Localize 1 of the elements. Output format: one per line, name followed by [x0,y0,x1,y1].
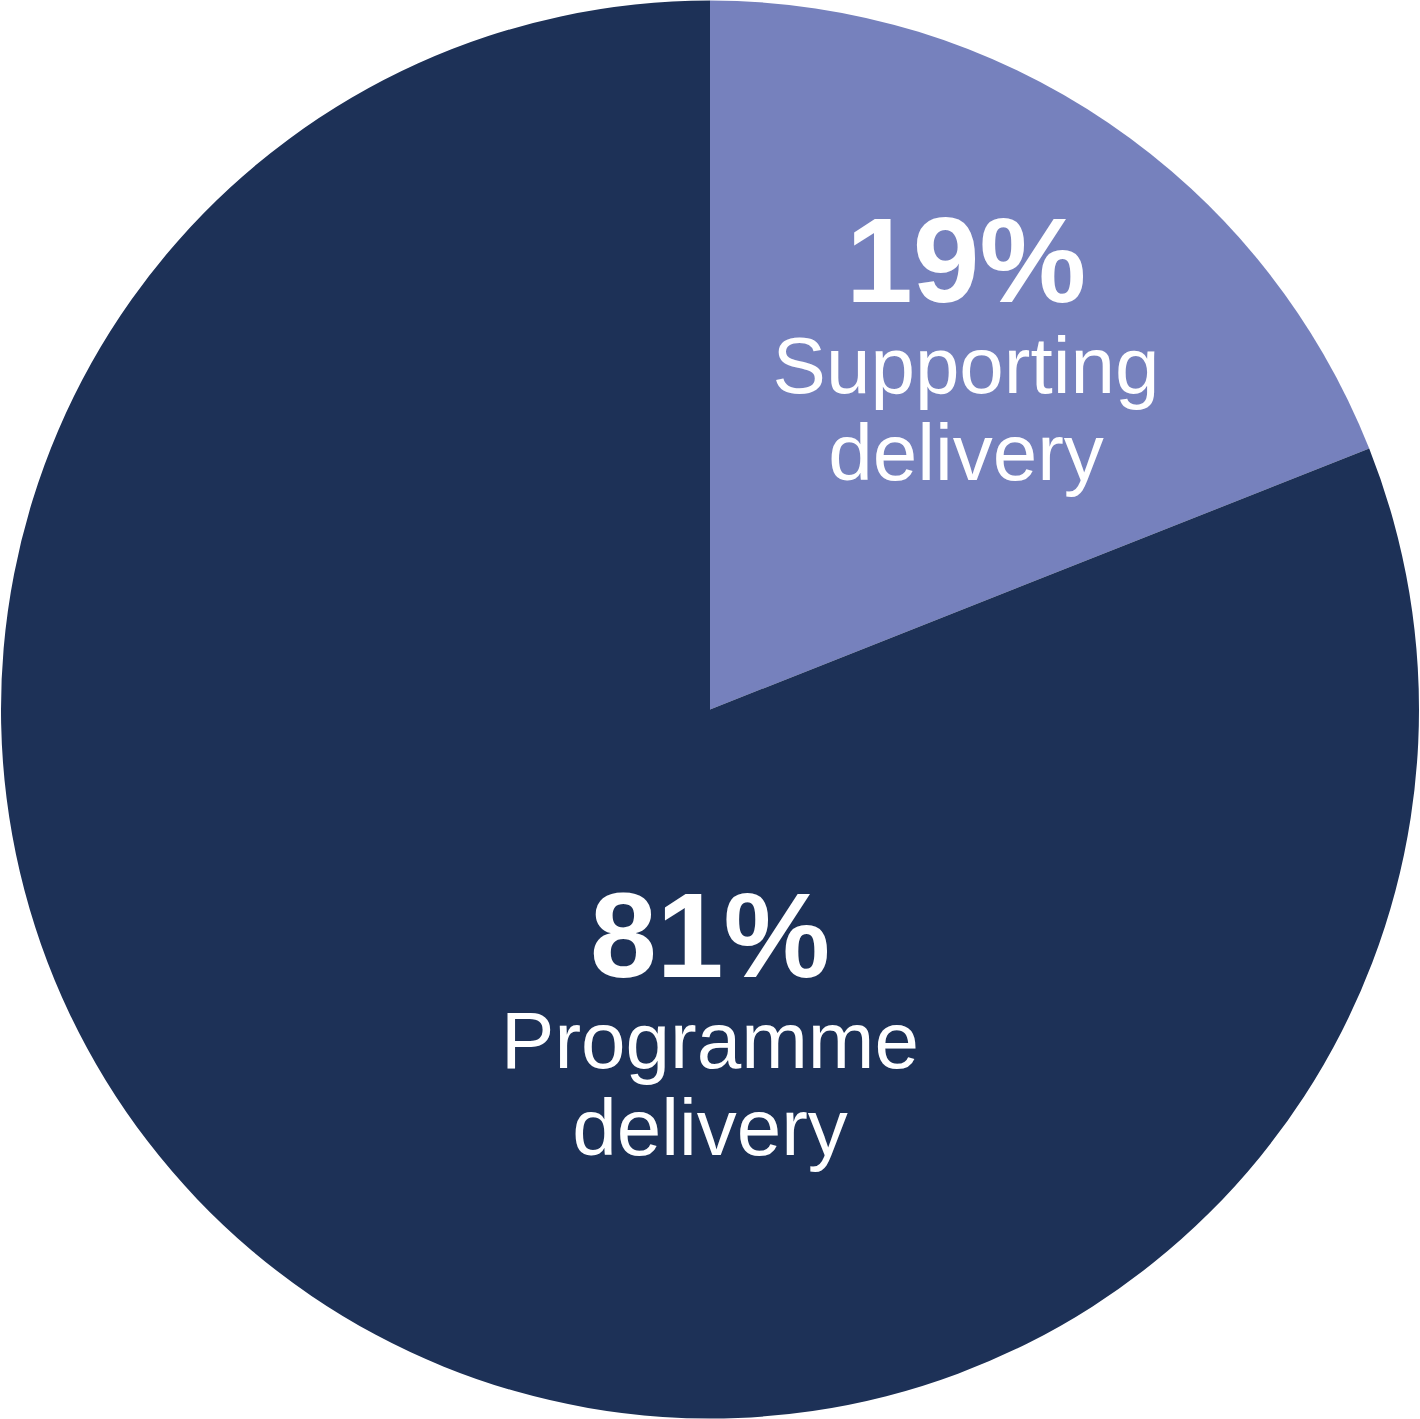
pie-slice [710,0,1370,710]
